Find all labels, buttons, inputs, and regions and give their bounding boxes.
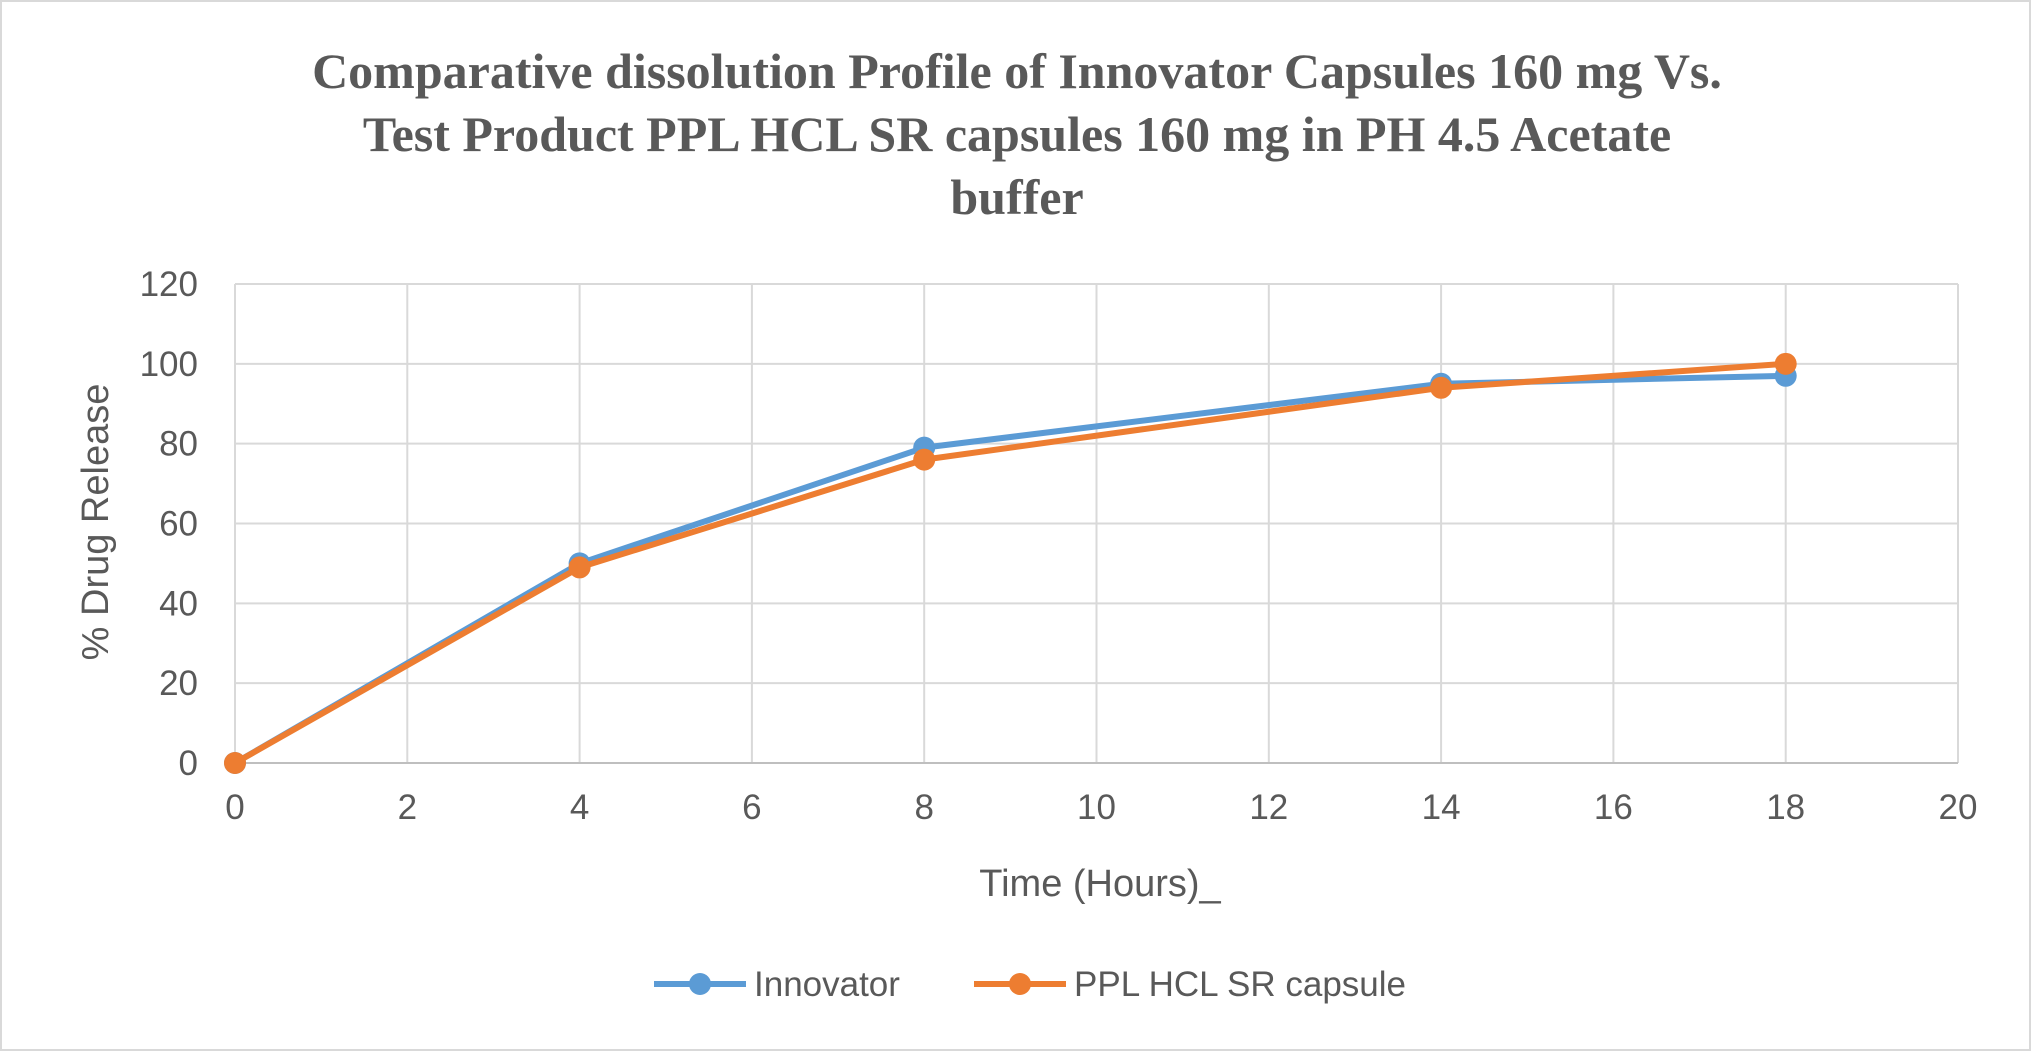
data-series (224, 352, 1797, 774)
x-axis-tick-labels: 0 2 4 6 8 10 12 14 16 18 20 (225, 788, 1977, 827)
y-tick-label-0: 0 (179, 744, 198, 783)
series-1-point-2 (913, 448, 936, 471)
y-tick-label-2: 40 (159, 584, 198, 623)
y-tick-label-5: 100 (140, 345, 198, 384)
legend-swatch-marker-0 (689, 973, 711, 995)
x-tick-label-1: 2 (398, 788, 417, 827)
legend-item-1: PPL HCL SR capsule (974, 965, 1406, 1004)
legend-item-0: Innovator (654, 965, 900, 1004)
y-tick-label-4: 80 (159, 425, 198, 464)
x-tick-label-0: 0 (225, 788, 244, 827)
x-tick-label-3: 6 (742, 788, 761, 827)
series-0 (224, 364, 1797, 774)
series-1-point-3 (1430, 376, 1453, 399)
y-axis-tick-labels: 0 20 40 60 80 100 120 (140, 265, 198, 783)
y-tick-label-1: 20 (159, 664, 198, 703)
series-1-line (232, 360, 1789, 766)
x-tick-label-5: 10 (1077, 788, 1116, 827)
y-axis-title: % Drug Release (75, 384, 117, 661)
x-tick-label-4: 8 (914, 788, 933, 827)
x-tick-label-10: 20 (1939, 788, 1978, 827)
axes (234, 284, 1958, 764)
y-tick-label-6: 120 (140, 265, 198, 304)
series-0-line (232, 372, 1789, 766)
x-tick-label-9: 18 (1766, 788, 1805, 827)
chart-title-line-1: Comparative dissolution Profile of Innov… (312, 43, 1722, 99)
x-axis-title: Time (Hours)_ (979, 863, 1221, 905)
chart-title: Comparative dissolution Profile of Innov… (312, 43, 1722, 225)
x-tick-label-7: 14 (1422, 788, 1461, 827)
legend: Innovator PPL HCL SR capsule (654, 965, 1406, 1004)
gridlines (235, 283, 1959, 763)
x-tick-label-8: 16 (1594, 788, 1633, 827)
legend-swatch-marker-1 (1009, 973, 1031, 995)
y-tick-label-3: 60 (159, 505, 198, 544)
chart-title-line-3: buffer (950, 169, 1083, 225)
chart-title-line-2: Test Product PPL HCL SR capsules 160 mg … (363, 106, 1671, 162)
x-tick-label-6: 12 (1249, 788, 1288, 827)
series-1-point-0 (224, 752, 246, 774)
legend-label-1: PPL HCL SR capsule (1074, 965, 1406, 1004)
legend-label-0: Innovator (754, 965, 900, 1004)
series-1 (224, 352, 1797, 774)
x-tick-label-2: 4 (570, 788, 589, 827)
series-1-point-1 (568, 556, 591, 579)
series-1-point-4 (1774, 352, 1797, 375)
